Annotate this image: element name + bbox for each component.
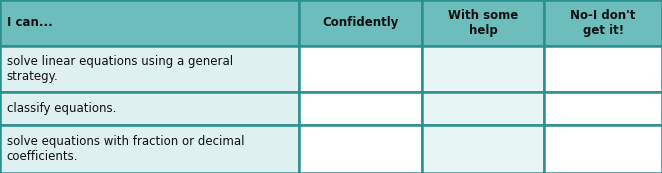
Bar: [0, 125, 299, 173]
Bar: [544, 125, 662, 173]
Bar: [422, 92, 544, 125]
Bar: [544, 46, 662, 92]
Bar: [422, 125, 544, 173]
Bar: [299, 0, 422, 46]
Text: solve linear equations using a general
strategy.: solve linear equations using a general s…: [7, 55, 233, 83]
Bar: [422, 0, 544, 46]
Bar: [299, 92, 422, 125]
Bar: [422, 46, 544, 92]
Text: With some
help: With some help: [448, 9, 518, 37]
Text: solve equations with fraction or decimal
coefficients.: solve equations with fraction or decimal…: [7, 135, 244, 163]
Bar: [299, 46, 422, 92]
Text: No-I don't
get it!: No-I don't get it!: [571, 9, 636, 37]
Bar: [0, 0, 299, 46]
Text: I can...: I can...: [7, 16, 52, 29]
Bar: [544, 92, 662, 125]
Bar: [544, 0, 662, 46]
Text: classify equations.: classify equations.: [7, 102, 116, 115]
Bar: [0, 46, 299, 92]
Bar: [0, 92, 299, 125]
Bar: [299, 125, 422, 173]
Text: Confidently: Confidently: [322, 16, 399, 29]
